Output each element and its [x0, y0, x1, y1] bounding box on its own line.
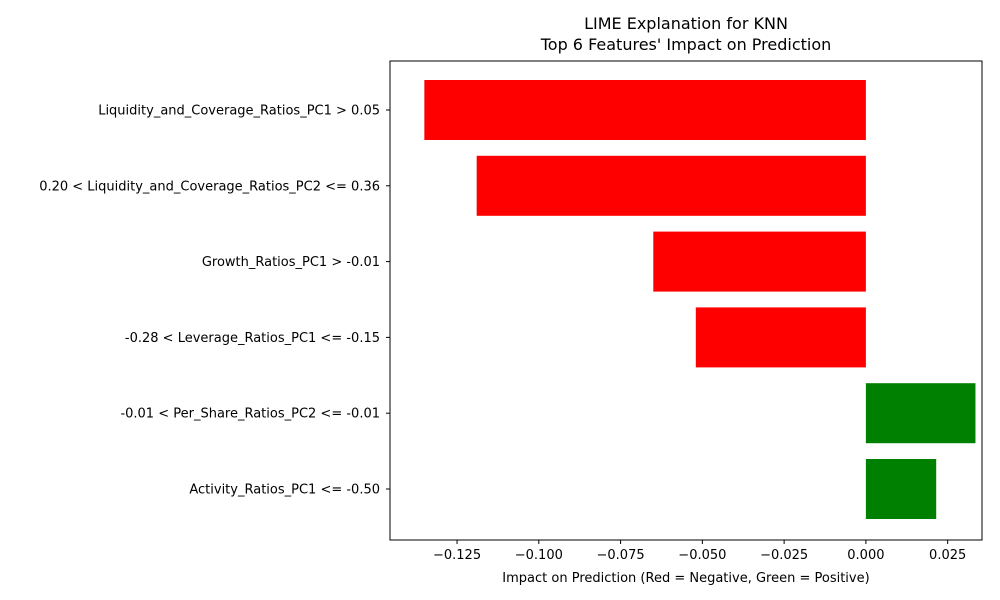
bar-2	[476, 155, 866, 216]
y-tick-label-5: -0.01 < Per_Share_Ratios_PC2 <= -0.01	[120, 407, 380, 422]
x-tick-label-6: 0.000	[847, 548, 884, 563]
bar-6	[865, 459, 937, 519]
y-tick-label-1: Liquidity_and_Coverage_Ratios_PC1 > 0.05	[98, 104, 380, 119]
x-ticks: −0.125 −0.100 −0.075 −0.050 −0.025 0.000 0.025	[433, 540, 966, 563]
y-tick-labels: Liquidity_and_Coverage_Ratios_PC1 > 0.05…	[39, 104, 390, 498]
x-tick-label-2: −0.100	[515, 548, 563, 563]
x-tick-label-1: −0.125	[433, 548, 481, 563]
x-tick-label-3: −0.075	[597, 548, 645, 563]
x-tick-label-7: 0.025	[929, 548, 966, 563]
y-tick-label-2: 0.20 < Liquidity_and_Coverage_Ratios_PC2…	[39, 179, 380, 194]
y-tick-label-6: Activity_Ratios_PC1 <= -0.50	[189, 483, 380, 498]
plot-frame	[389, 60, 983, 541]
x-tick-label-4: −0.050	[678, 548, 726, 563]
bars-group	[424, 80, 976, 519]
bar-3	[653, 231, 866, 292]
bar-1	[424, 80, 866, 140]
bar-4	[695, 307, 866, 368]
chart-subtitle: Top 6 Features' Impact on Prediction	[540, 35, 832, 54]
x-tick-label-5: −0.025	[760, 548, 808, 563]
y-tick-label-3: Growth_Ratios_PC1 > -0.01	[202, 255, 380, 270]
y-tick-label-4: -0.28 < Leverage_Ratios_PC1 <= -0.15	[125, 331, 380, 346]
x-axis-label: Impact on Prediction (Red = Negative, Gr…	[502, 571, 869, 586]
bar-5	[865, 383, 976, 444]
chart-title: LIME Explanation for KNN	[584, 14, 788, 33]
